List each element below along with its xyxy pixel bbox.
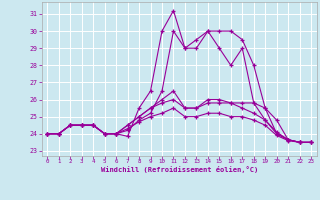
X-axis label: Windchill (Refroidissement éolien,°C): Windchill (Refroidissement éolien,°C) [100, 166, 258, 173]
